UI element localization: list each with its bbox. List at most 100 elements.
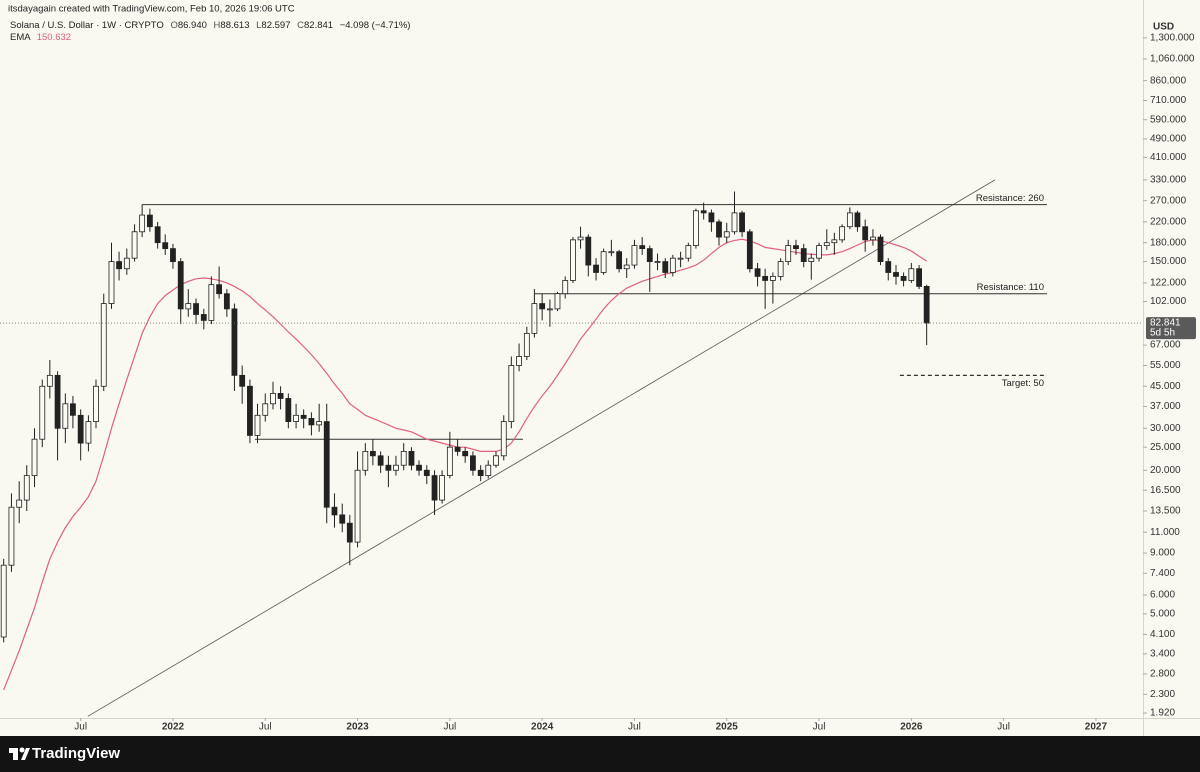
plot-area: Resistance: 260 Resistance: 110 Target: 50: [0, 179, 1143, 717]
legend-change: −4.098 (−4.71%): [340, 20, 411, 31]
candle-body: [616, 251, 623, 270]
candle-body: [423, 469, 430, 476]
candle-body: [816, 245, 822, 259]
symbol-title: Solana / U.S. Dollar · 1W · CRYPTO: [10, 20, 164, 31]
candle-body: [746, 231, 753, 270]
candle-body: [785, 245, 792, 262]
candle-body: [900, 275, 907, 281]
y-tick-label: 55.000: [1150, 360, 1181, 371]
chart-background: [0, 0, 1200, 736]
y-tick-label: 270.000: [1150, 195, 1187, 206]
candle-body: [108, 261, 115, 304]
candle-body: [793, 245, 799, 250]
candle-body: [831, 239, 838, 244]
y-tick-label: 7.400: [1150, 568, 1175, 579]
candle-body: [547, 308, 553, 311]
candle-body: [154, 226, 161, 244]
y-tick-label: 16.500: [1150, 485, 1181, 496]
candle-body: [516, 356, 522, 366]
candle-body: [362, 450, 369, 471]
candle-body: [31, 438, 38, 476]
candle-body: [146, 214, 153, 228]
candle-body: [346, 522, 353, 543]
candle-body: [623, 264, 630, 270]
candle-body: [70, 403, 76, 416]
candle-body: [916, 268, 922, 287]
candle-body: [162, 242, 169, 250]
candle-body: [446, 446, 453, 476]
candle-body: [577, 236, 584, 241]
candle-body: [654, 261, 661, 263]
y-tick-label: 30.000: [1150, 423, 1181, 434]
candle-body: [316, 421, 323, 426]
candle-body: [239, 374, 246, 387]
logo-shape: [19, 747, 25, 753]
candle-body: [585, 236, 592, 266]
candle-body: [677, 257, 684, 260]
candle-body: [400, 450, 407, 466]
candle-body: [870, 236, 876, 241]
y-tick-label: 410.000: [1150, 152, 1187, 163]
candle-body: [885, 261, 892, 273]
candle-body: [854, 212, 861, 228]
candle-body: [270, 393, 276, 405]
candle-body: [247, 385, 253, 436]
last-price-box: [1146, 317, 1196, 340]
line-label: Resistance: 110: [977, 282, 1044, 293]
candle-body: [477, 469, 484, 476]
candle-body: [631, 245, 638, 266]
candle-body: [485, 464, 492, 476]
candle-body: [216, 284, 223, 295]
candle-body: [223, 293, 230, 310]
x-tick-label: 2023: [346, 722, 369, 733]
legend-header: Solana / U.S. Dollar · 1W · CRYPTO O86.9…: [10, 20, 410, 31]
candle-body: [470, 455, 476, 471]
candle-body: [762, 275, 769, 281]
logo-shape: [21, 748, 30, 760]
candle-body: [8, 506, 15, 566]
candle-body: [600, 251, 607, 273]
y-tick-label: 2.300: [1150, 689, 1175, 700]
candle-body: [308, 418, 315, 426]
candle-body: [893, 272, 899, 277]
line-label: Resistance: 260: [976, 193, 1044, 204]
candle-body: [177, 261, 184, 310]
candle-body: [493, 455, 499, 466]
candle-body: [923, 286, 930, 324]
candle-body: [454, 446, 461, 452]
candle-body: [369, 450, 376, 457]
ema-name: EMA: [10, 32, 31, 43]
candle-body: [123, 257, 130, 270]
footer-bar: [0, 736, 1200, 772]
y-tick-label: 2.800: [1150, 669, 1175, 680]
currency: USD: [1153, 22, 1174, 33]
y-tick-label: 180.000: [1150, 237, 1187, 248]
x-tick-label: Jul: [74, 722, 87, 733]
y-tick-label: 102.000: [1150, 296, 1187, 307]
candle-body: [639, 245, 646, 250]
candle-body: [277, 393, 284, 399]
credit: itsdayagain created with TradingView.com…: [8, 4, 295, 15]
candle-body: [93, 385, 99, 422]
candle-body: [193, 303, 199, 315]
footer-logo: [9, 747, 30, 760]
candle-body: [554, 293, 561, 310]
legend-value: 82.597: [261, 20, 290, 31]
y-tick-label: 4.100: [1150, 629, 1175, 640]
candle-body: [839, 226, 846, 241]
candle-body: [377, 455, 384, 466]
candle-body: [393, 464, 399, 471]
candle-body: [285, 398, 292, 422]
legend-value: 88.613: [220, 20, 249, 31]
y-tick-label: 220.000: [1150, 217, 1187, 228]
candle-body: [231, 308, 238, 376]
y-tick-label: 330.000: [1150, 175, 1187, 186]
candle-body: [339, 514, 346, 524]
candle-body: [323, 421, 330, 508]
candle-body: [669, 257, 676, 273]
footer-brand: TradingView: [32, 745, 120, 762]
candle-body: [862, 226, 869, 241]
y-tick-label: 6.000: [1150, 590, 1175, 601]
y-tick-label: 13.500: [1150, 506, 1181, 517]
